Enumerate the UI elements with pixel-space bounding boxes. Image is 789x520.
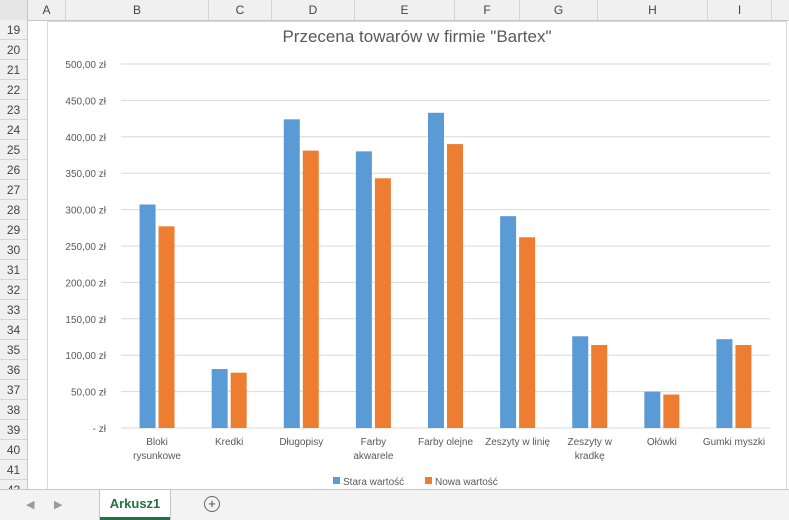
y-tick-label: 500,00 zł: [65, 60, 106, 71]
chart-svg: Przecena towarów w firmie "Bartex" - zł 50…: [65, 27, 770, 488]
x-tick-label: Farby olejne: [418, 437, 473, 448]
bar-new: [230, 372, 247, 428]
legend-new-swatch: [425, 477, 432, 484]
row-header-24[interactable]: 24: [0, 120, 27, 140]
row-header-21[interactable]: 21: [0, 60, 27, 80]
x-tick-label: Zeszyty w linię: [485, 437, 550, 448]
row-header-37[interactable]: 37: [0, 380, 27, 400]
bar-old: [355, 151, 372, 429]
bar-old: [211, 369, 228, 428]
column-header-d[interactable]: D: [272, 0, 355, 20]
legend-old-label: Stara wartość: [343, 477, 404, 488]
add-sheet-icon[interactable]: +: [204, 496, 220, 512]
x-tick-label: Gumki myszki: [703, 437, 765, 448]
row-header-27[interactable]: 27: [0, 180, 27, 200]
y-tick-label: - zł: [93, 424, 107, 435]
row-header-20[interactable]: 20: [0, 40, 27, 60]
legend-old-swatch: [333, 477, 340, 484]
row-header-30[interactable]: 30: [0, 240, 27, 260]
bar-new: [735, 345, 752, 428]
row-header-32[interactable]: 32: [0, 280, 27, 300]
row-header-39[interactable]: 39: [0, 420, 27, 440]
row-header-36[interactable]: 36: [0, 360, 27, 380]
select-all-corner[interactable]: [0, 0, 28, 20]
row-header-34[interactable]: 34: [0, 320, 27, 340]
bar-new: [519, 237, 536, 428]
row-header-28[interactable]: 28: [0, 200, 27, 220]
row-header-40[interactable]: 40: [0, 440, 27, 460]
bar-new: [447, 144, 463, 428]
legend-new-label: Nowa wartość: [435, 477, 498, 488]
bar-new: [374, 178, 391, 428]
sheet-tab-arkusz1[interactable]: Arkusz1: [100, 490, 170, 520]
y-tick-label: 300,00 zł: [65, 206, 106, 217]
chart-area[interactable]: Przecena towarów w firmie "Bartex" - zł 50…: [47, 21, 787, 491]
row-header-19[interactable]: 19: [0, 20, 27, 40]
bar-old: [283, 119, 300, 428]
x-tick-label: Ołówki: [647, 437, 677, 448]
bar-old: [428, 112, 444, 428]
y-tick-label: 100,00 zł: [65, 351, 106, 362]
y-tick-label: 350,00 zł: [65, 169, 106, 180]
bar-new: [591, 345, 608, 428]
x-tick-label: Farby akwarele: [353, 437, 393, 462]
y-tick-label: 200,00 zł: [65, 278, 106, 289]
y-tick-label: 400,00 zł: [65, 133, 106, 144]
bar-old: [716, 339, 733, 428]
row-header-41[interactable]: 41: [0, 460, 27, 480]
bar-old: [500, 216, 517, 428]
bar-new: [302, 150, 319, 428]
column-header-e[interactable]: E: [355, 0, 455, 20]
x-tick-label: Bloki rysunkowe: [133, 437, 181, 462]
bar-old: [572, 336, 589, 428]
row-header-42[interactable]: 42: [0, 480, 27, 489]
y-tick-label: 150,00 zł: [65, 315, 106, 326]
row-header-38[interactable]: 38: [0, 400, 27, 420]
row-header-33[interactable]: 33: [0, 300, 27, 320]
y-tick-label: 250,00 zł: [65, 242, 106, 253]
scroll-right-icon[interactable]: ▶: [54, 499, 63, 511]
row-header-29[interactable]: 29: [0, 220, 27, 240]
row-header-23[interactable]: 23: [0, 100, 27, 120]
column-header-c[interactable]: C: [209, 0, 272, 20]
x-tick-label: Kredki: [215, 437, 243, 448]
x-tick-label: Zeszyty w kradkę: [567, 437, 612, 462]
y-tick-label: 450,00 zł: [65, 96, 106, 107]
x-tick-label: Długopisy: [279, 437, 323, 448]
y-tick-label: 50,00 zł: [71, 388, 107, 399]
chart-title: Przecena towarów w firmie "Bartex": [282, 27, 551, 46]
row-header-25[interactable]: 25: [0, 140, 27, 160]
bar-old: [644, 391, 661, 428]
column-header-h[interactable]: H: [598, 0, 708, 20]
column-header-b[interactable]: B: [66, 0, 209, 20]
scroll-left-icon[interactable]: ◀: [26, 499, 35, 511]
column-header-a[interactable]: A: [28, 0, 66, 20]
row-header-35[interactable]: 35: [0, 340, 27, 360]
bar-new: [158, 226, 175, 428]
row-header-31[interactable]: 31: [0, 260, 27, 280]
row-header-26[interactable]: 26: [0, 160, 27, 180]
sheet-tab-bar: ◀ ▶ Arkusz1 +: [0, 489, 789, 520]
column-header-g[interactable]: G: [520, 0, 598, 20]
column-header-i[interactable]: I: [708, 0, 772, 20]
bar-old: [139, 204, 156, 428]
bar-new: [663, 394, 680, 428]
column-header-f[interactable]: F: [455, 0, 520, 20]
row-header-22[interactable]: 22: [0, 80, 27, 100]
row-header-bar: 19 20 21 22 23 24 25 26 27 28 29 30 31 32 33 34 35 36 37 38…: [0, 20, 28, 489]
